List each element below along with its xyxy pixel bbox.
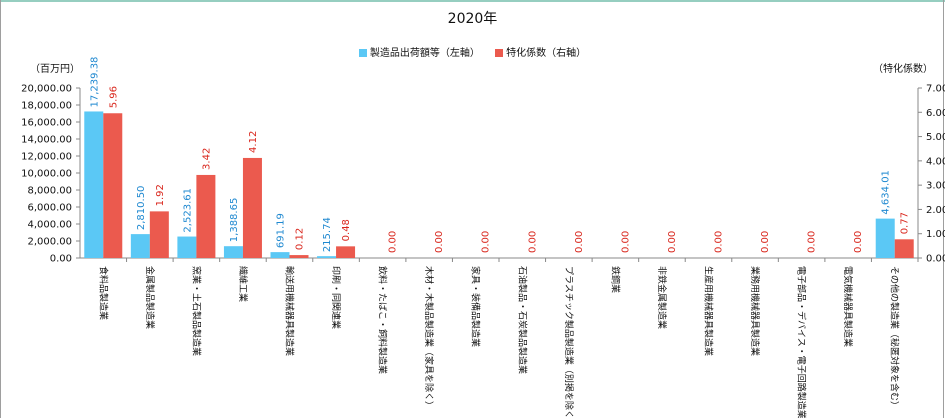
category-label: 金属製品製造業 bbox=[144, 266, 156, 329]
data-label-specialization: 4.12 bbox=[248, 131, 259, 153]
bar-specialization bbox=[103, 113, 123, 258]
y-right-tick-label: 0.00 bbox=[926, 254, 945, 265]
data-label-shipments: 691.19 bbox=[276, 213, 287, 248]
data-label-specialization: 3.42 bbox=[201, 148, 212, 170]
bar-specialization bbox=[242, 157, 262, 258]
y-left-tick-label: 10,000.00 bbox=[21, 169, 72, 180]
legend-item-shipments: 製造品出荷額等（左軸） bbox=[358, 44, 480, 59]
y-right-tick-label: 7.00 bbox=[926, 84, 945, 95]
category-label: 業務用機械器具製造業 bbox=[749, 266, 761, 356]
y-right-tick-label: 2.00 bbox=[926, 205, 945, 216]
bar-specialization bbox=[336, 246, 356, 258]
y-right-tick-label: 1.00 bbox=[926, 229, 945, 240]
legend-label-specialization: 特化係数（右軸） bbox=[506, 48, 587, 59]
category-label: 飲料・たばこ・飼料製造業 bbox=[377, 266, 389, 374]
category-label: 家具・装備品製造業 bbox=[470, 266, 482, 347]
bar-shipments bbox=[875, 218, 895, 258]
y-right-tick-label: 4.00 bbox=[926, 156, 945, 167]
data-label-specialization: 0.00 bbox=[667, 231, 678, 253]
bar-specialization bbox=[149, 211, 169, 258]
data-label-specialization: 0.00 bbox=[853, 231, 864, 253]
y-right-tick-label: 3.00 bbox=[926, 181, 945, 192]
data-label-specialization: 1.92 bbox=[155, 184, 166, 206]
legend-swatch-specialization bbox=[495, 49, 504, 57]
bar-shipments bbox=[130, 234, 150, 258]
y-left-unit-label: （百万円） bbox=[30, 64, 80, 75]
bar-shipments bbox=[177, 236, 197, 258]
chart-title: 2020年 bbox=[447, 11, 498, 27]
bar-specialization bbox=[196, 174, 216, 258]
category-label: 繊維工業 bbox=[237, 266, 249, 302]
y-right-tick-label: 6.00 bbox=[926, 108, 945, 119]
category-label: 電子部品・デバイス・電子回路製造業 bbox=[796, 266, 808, 418]
data-label-specialization: 0.12 bbox=[295, 228, 306, 250]
y-left-tick-label: 6,000.00 bbox=[27, 203, 72, 214]
data-label-specialization: 0.00 bbox=[760, 231, 771, 253]
category-label: 非鉄金属製造業 bbox=[656, 266, 668, 329]
data-label-specialization: 0.00 bbox=[481, 231, 492, 253]
data-label-specialization: 0.77 bbox=[900, 212, 911, 234]
category-label: プラスチック製品製造業（別掲を除く） bbox=[563, 266, 575, 418]
category-label: 石油製品・石炭製品製造業 bbox=[516, 266, 528, 374]
category-label: 電気機械器具製造業 bbox=[842, 266, 854, 347]
data-label-shipments: 215.74 bbox=[322, 217, 333, 252]
data-label-shipments: 2,523.61 bbox=[182, 188, 193, 233]
category-label: その他の製造業（秘匿対象を含む） bbox=[889, 266, 901, 410]
y-right-tick-label: 5.00 bbox=[926, 132, 945, 143]
y-left-tick-label: 20,000.00 bbox=[21, 84, 72, 95]
legend-item-specialization: 特化係数（右軸） bbox=[495, 44, 586, 59]
y-left-tick-label: 2,000.00 bbox=[27, 237, 72, 248]
data-label-specialization: 0.00 bbox=[620, 231, 631, 253]
y-left-tick-label: 0.00 bbox=[50, 254, 72, 265]
y-left-tick-label: 12,000.00 bbox=[21, 152, 72, 163]
legend-swatch-shipments bbox=[358, 49, 367, 57]
y-left-tick-label: 4,000.00 bbox=[27, 220, 72, 231]
data-label-shipments: 17,239.38 bbox=[89, 57, 100, 108]
bar-shipments bbox=[84, 111, 104, 258]
category-label: 木材・木製品製造業（家具を除く） bbox=[423, 266, 435, 410]
data-label-specialization: 0.00 bbox=[527, 231, 538, 253]
data-label-specialization: 0.48 bbox=[341, 219, 352, 241]
bar-shipments bbox=[317, 256, 337, 258]
data-label-shipments: 1,388.65 bbox=[229, 198, 240, 243]
data-label-specialization: 0.00 bbox=[807, 231, 818, 253]
category-label: 輸送用機械器具製造業 bbox=[284, 266, 296, 356]
category-label: 窯業・土石製品製造業 bbox=[190, 266, 202, 356]
data-label-shipments: 4,634.01 bbox=[881, 170, 892, 215]
bar-shipments bbox=[223, 246, 243, 258]
category-label: 食料品製造業 bbox=[97, 266, 109, 320]
data-label-specialization: 0.00 bbox=[574, 231, 585, 253]
y-left-tick-label: 14,000.00 bbox=[21, 135, 72, 146]
y-left-tick-label: 16,000.00 bbox=[21, 118, 72, 129]
data-label-specialization: 0.00 bbox=[714, 231, 725, 253]
y-left-tick-label: 8,000.00 bbox=[27, 186, 72, 197]
bar-shipments bbox=[270, 252, 290, 258]
data-label-shipments: 2,810.50 bbox=[136, 186, 147, 231]
category-label: 生産用機械器具製造業 bbox=[703, 266, 715, 356]
category-label: 印刷・同関連業 bbox=[330, 266, 342, 329]
data-label-specialization: 0.00 bbox=[388, 231, 399, 253]
data-label-specialization: 5.96 bbox=[108, 86, 119, 108]
legend-label-shipments: 製造品出荷額等（左軸） bbox=[369, 48, 480, 59]
bar-specialization bbox=[894, 239, 914, 258]
data-label-specialization: 0.00 bbox=[434, 231, 445, 253]
legend: 製造品出荷額等（左軸） 特化係数（右軸） bbox=[0, 44, 945, 59]
bar-specialization bbox=[289, 255, 309, 258]
y-right-unit-label: （特化係数） bbox=[873, 64, 933, 75]
category-label: 鉄鋼業 bbox=[609, 266, 621, 293]
y-left-tick-label: 18,000.00 bbox=[21, 101, 72, 112]
